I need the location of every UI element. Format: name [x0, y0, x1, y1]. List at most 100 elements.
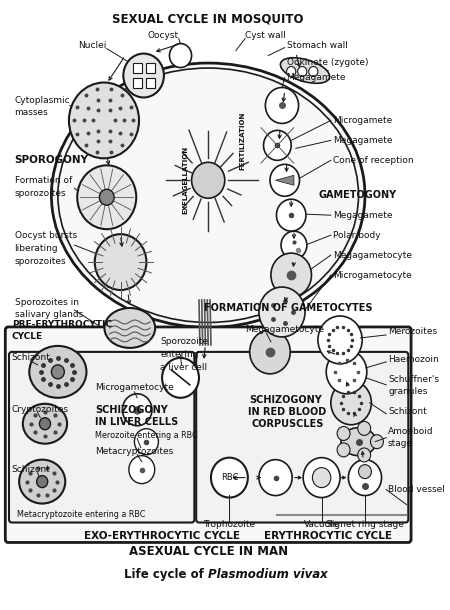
- Circle shape: [271, 253, 311, 297]
- Circle shape: [359, 465, 371, 479]
- FancyBboxPatch shape: [9, 352, 194, 523]
- Text: FERTILIZATION: FERTILIZATION: [239, 111, 245, 170]
- Text: Plasmodium vivax: Plasmodium vivax: [208, 568, 328, 581]
- Circle shape: [370, 435, 383, 449]
- Text: masses: masses: [14, 108, 48, 117]
- Text: Oocyst bursts: Oocyst bursts: [14, 231, 77, 240]
- Text: Sporozoite: Sporozoite: [160, 337, 208, 346]
- Text: Oocyst: Oocyst: [148, 31, 179, 40]
- Circle shape: [337, 443, 350, 457]
- Text: granules: granules: [388, 387, 427, 397]
- Circle shape: [276, 199, 306, 231]
- Circle shape: [135, 429, 158, 454]
- Text: Microgametocyte: Microgametocyte: [95, 383, 174, 392]
- Ellipse shape: [280, 58, 330, 84]
- Ellipse shape: [104, 308, 155, 348]
- Circle shape: [266, 87, 298, 123]
- Text: EXFLAGELLATION: EXFLAGELLATION: [182, 146, 188, 214]
- Circle shape: [211, 458, 248, 498]
- Text: Megagamete: Megagamete: [287, 73, 346, 82]
- Text: Blood vessel: Blood vessel: [388, 485, 445, 494]
- Circle shape: [95, 234, 146, 290]
- Text: Cytoplasmic: Cytoplasmic: [14, 96, 70, 105]
- Text: Life cycle of: Life cycle of: [124, 568, 208, 581]
- Circle shape: [326, 350, 367, 394]
- Text: Cryptozoites: Cryptozoites: [12, 405, 69, 414]
- Text: Cone of reception: Cone of reception: [333, 156, 413, 165]
- Circle shape: [318, 316, 362, 364]
- Ellipse shape: [51, 63, 365, 328]
- Circle shape: [281, 231, 307, 259]
- Circle shape: [51, 365, 64, 379]
- Text: Microgamete: Microgamete: [333, 116, 392, 125]
- Text: Trophozoite: Trophozoite: [203, 520, 256, 529]
- Circle shape: [331, 381, 371, 425]
- Ellipse shape: [23, 404, 67, 443]
- Circle shape: [358, 448, 371, 462]
- Bar: [132, 63, 142, 73]
- FancyBboxPatch shape: [5, 327, 411, 542]
- Text: Metacryptozoite entering a RBC: Metacryptozoite entering a RBC: [17, 510, 146, 519]
- Text: Sporozoites in: Sporozoites in: [14, 298, 79, 306]
- Text: Schizont: Schizont: [388, 407, 427, 416]
- Bar: [132, 77, 142, 88]
- Text: Schizont: Schizont: [12, 353, 50, 362]
- Text: IN RED BLOOD: IN RED BLOOD: [248, 407, 326, 417]
- Text: a liver cell: a liver cell: [160, 364, 207, 372]
- Bar: [145, 63, 155, 73]
- Ellipse shape: [19, 460, 65, 503]
- Circle shape: [250, 330, 290, 374]
- Circle shape: [287, 66, 296, 76]
- Text: sporozoites: sporozoites: [14, 188, 66, 198]
- Text: Megagamete: Megagamete: [333, 210, 392, 220]
- Circle shape: [264, 131, 291, 160]
- Text: IN LIVER CELLS: IN LIVER CELLS: [95, 417, 178, 427]
- Circle shape: [303, 458, 340, 498]
- Ellipse shape: [29, 346, 86, 398]
- Text: Merozoites: Merozoites: [388, 328, 437, 337]
- Text: stage: stage: [388, 439, 413, 448]
- Circle shape: [312, 468, 331, 487]
- Text: Merozoite entering a RBC: Merozoite entering a RBC: [95, 431, 198, 440]
- Text: SEXUAL CYCLE IN MOSQUITO: SEXUAL CYCLE IN MOSQUITO: [112, 13, 304, 26]
- Text: entering: entering: [160, 350, 199, 359]
- Text: Vacuole: Vacuole: [304, 520, 339, 529]
- Text: CORPUSCLES: CORPUSCLES: [252, 418, 324, 429]
- Text: Megagamete: Megagamete: [333, 136, 392, 145]
- Circle shape: [162, 358, 199, 398]
- Polygon shape: [275, 175, 294, 185]
- Text: Nuclei: Nuclei: [78, 41, 107, 50]
- Text: Stomach wall: Stomach wall: [287, 41, 347, 50]
- Circle shape: [259, 287, 305, 337]
- Text: Metacryptozoites: Metacryptozoites: [95, 447, 173, 456]
- Circle shape: [270, 164, 300, 196]
- Circle shape: [36, 476, 48, 487]
- Text: Schuffner's: Schuffner's: [388, 375, 439, 384]
- Text: ASEXUAL CYCLE IN MAN: ASEXUAL CYCLE IN MAN: [129, 545, 288, 558]
- Text: CYCLE: CYCLE: [12, 332, 43, 342]
- Circle shape: [99, 189, 114, 205]
- Text: Ookinete (zygote): Ookinete (zygote): [287, 58, 368, 67]
- Text: SPOROGONY: SPOROGONY: [14, 156, 89, 165]
- Circle shape: [129, 456, 155, 484]
- Text: Formation of: Formation of: [14, 176, 72, 185]
- Circle shape: [192, 162, 225, 198]
- Text: Megagametocyte: Megagametocyte: [333, 251, 412, 260]
- Text: GAMETOGONY: GAMETOGONY: [319, 190, 397, 200]
- Circle shape: [259, 460, 292, 495]
- Circle shape: [40, 418, 50, 429]
- Circle shape: [297, 66, 307, 76]
- Text: ERYTHROCYTIC CYCLE: ERYTHROCYTIC CYCLE: [264, 531, 392, 542]
- Circle shape: [358, 422, 371, 436]
- Text: SCHIZOGONY: SCHIZOGONY: [250, 395, 323, 405]
- Text: EXO-ERYTHROCYTIC CYCLE: EXO-ERYTHROCYTIC CYCLE: [84, 531, 240, 542]
- Text: Microgametocyte: Microgametocyte: [333, 271, 411, 279]
- Circle shape: [69, 82, 139, 159]
- Text: Megagametocyte: Megagametocyte: [245, 326, 324, 334]
- FancyBboxPatch shape: [196, 352, 408, 523]
- Circle shape: [348, 460, 382, 495]
- Circle shape: [122, 394, 152, 426]
- Text: salivary glands: salivary glands: [14, 310, 83, 320]
- Circle shape: [170, 43, 192, 68]
- Text: Haemozoin: Haemozoin: [388, 356, 439, 364]
